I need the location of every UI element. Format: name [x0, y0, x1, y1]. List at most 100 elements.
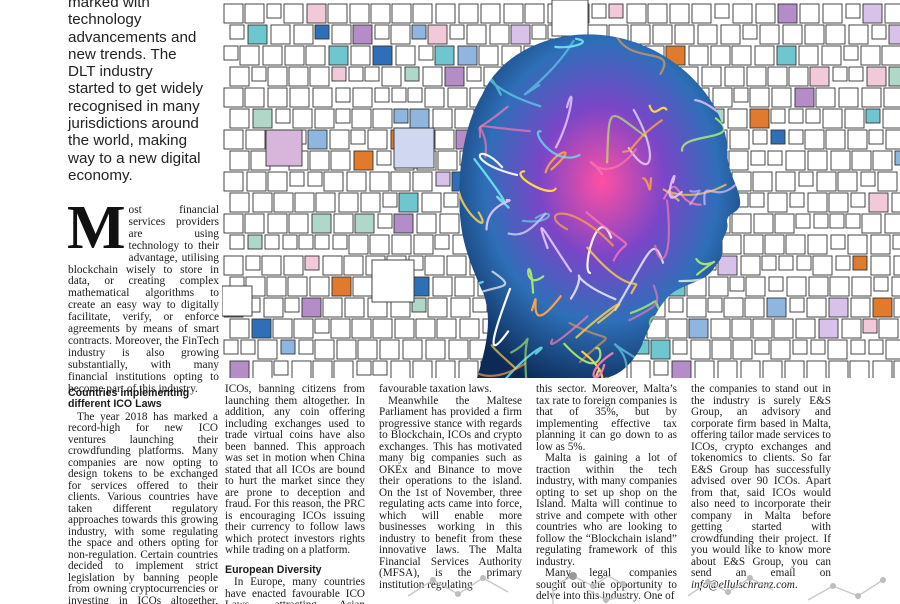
grid-square — [891, 276, 900, 297]
grid-square — [257, 339, 278, 360]
grid-square — [885, 129, 900, 150]
grid-square — [850, 339, 866, 355]
grid-square — [458, 3, 479, 24]
grid-square — [434, 45, 455, 66]
swirl-line — [485, 198, 511, 231]
grid-square — [891, 192, 900, 213]
grid-square — [868, 129, 884, 145]
grid-square-large — [222, 285, 253, 317]
grid-square — [304, 255, 320, 271]
grid-square — [284, 297, 300, 313]
grid-square — [327, 3, 348, 24]
swirl-line — [540, 226, 573, 273]
grid-square — [893, 360, 900, 378]
grid-square — [647, 3, 668, 24]
grid-square — [827, 339, 848, 360]
grid-square — [785, 150, 806, 171]
drop-cap: M — [67, 194, 126, 262]
grid-square — [322, 297, 343, 318]
intro-line: the world, making — [68, 132, 188, 150]
grid-square — [372, 108, 393, 129]
paragraph: favourable taxation laws. — [379, 383, 492, 395]
swirl-line — [668, 174, 683, 199]
grid-square — [367, 129, 388, 150]
grid-square — [810, 339, 826, 355]
grid-square — [480, 3, 501, 24]
swirl-line — [568, 321, 607, 364]
grid-square — [650, 339, 671, 360]
grid-square — [309, 276, 330, 297]
swirl-line — [553, 212, 614, 247]
paragraph-tail: . — [794, 578, 798, 591]
grid-square — [335, 87, 351, 103]
grid-square — [784, 360, 805, 378]
grid-square — [701, 66, 722, 87]
grid-square — [412, 3, 433, 24]
grid-square — [669, 3, 690, 24]
grid-square — [733, 87, 749, 103]
swirl-line — [459, 189, 484, 224]
grid-square — [816, 171, 837, 192]
swirl-line — [589, 148, 638, 176]
grid-square — [223, 3, 244, 24]
section-heading: European Diversity — [225, 563, 322, 576]
grid-square — [821, 45, 842, 66]
grid-square — [229, 192, 250, 213]
intro-line: advancements and — [68, 28, 197, 46]
grid-square — [263, 297, 284, 318]
grid-square — [422, 66, 443, 87]
paragraph: the companies to stand out in the indust… — [691, 383, 831, 591]
grid-square — [774, 213, 795, 234]
grid-square — [252, 192, 273, 213]
grid-square — [266, 276, 287, 297]
swirl-line — [703, 162, 741, 206]
swirl-line — [527, 268, 545, 294]
grid-square — [412, 360, 433, 378]
paragraph: The year 2018 has marked a record-high f… — [68, 410, 218, 604]
grid-square — [360, 192, 381, 213]
grid-square — [264, 234, 280, 250]
grid-square — [352, 276, 373, 297]
grid-square — [775, 171, 796, 192]
paragraph: Malta is gaining a lot of traction withi… — [536, 452, 677, 568]
grid-square — [837, 171, 858, 192]
grid-square — [267, 171, 288, 192]
grid-square — [794, 87, 815, 108]
grid-square — [439, 213, 460, 234]
article-column-4: this sector. Moreover, Malta’s tax rate … — [536, 383, 677, 603]
grid-square — [711, 339, 732, 360]
grid-square — [860, 171, 876, 187]
intro-line: recognised in many — [68, 97, 200, 115]
grid-square — [720, 24, 741, 45]
grid-square — [267, 213, 288, 234]
email-link[interactable]: info@ellulschranz.com — [691, 578, 795, 591]
grid-square — [870, 234, 891, 255]
grid-square — [743, 234, 764, 255]
grid-square — [691, 3, 712, 24]
grid-square — [862, 318, 878, 334]
swirl-line — [554, 37, 584, 49]
grid-square — [767, 192, 788, 213]
grid-square — [732, 339, 753, 360]
grid-square — [861, 87, 882, 108]
grid-square — [762, 360, 783, 378]
grid-head-artwork — [222, 0, 900, 378]
grid-square — [728, 150, 749, 171]
grid-square — [407, 87, 423, 103]
swirl-line — [490, 344, 517, 370]
grid-square — [674, 24, 695, 45]
grid-square-large — [393, 127, 435, 169]
grid-square — [348, 234, 369, 255]
grid-square — [267, 87, 288, 108]
grid-square — [424, 255, 445, 276]
swirl-line — [586, 246, 638, 295]
grid-square — [749, 192, 765, 208]
grid-square — [849, 360, 870, 378]
swirl-line — [606, 114, 647, 164]
grid-square — [710, 45, 731, 66]
grid-square — [884, 213, 900, 234]
grid-square — [798, 171, 814, 187]
molecule-decoration — [378, 566, 900, 604]
article-column-1: Countries implementing different ICO Law… — [68, 387, 218, 604]
grid-square — [786, 276, 807, 297]
